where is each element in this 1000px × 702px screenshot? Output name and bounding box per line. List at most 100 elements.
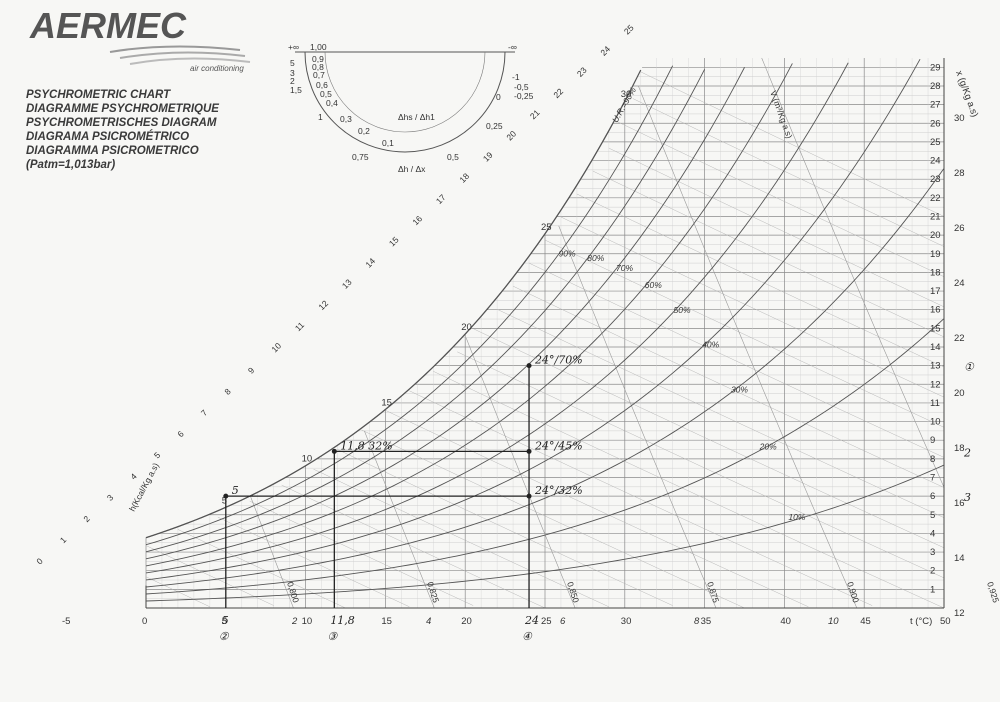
enthalpy-line: [313, 468, 609, 607]
protractor-right-025: 0,25: [486, 121, 503, 131]
title-fr: DIAGRAMME PSYCHROMETRIQUE: [26, 103, 219, 115]
volume-line: [638, 85, 858, 609]
x-tick-label: 10: [302, 616, 313, 627]
wet-bulb-label: 25: [541, 222, 552, 233]
annot-mark-right: 2: [963, 446, 971, 459]
x-tick-label: 40: [780, 616, 791, 627]
protractor-inner-0-4: 0,4: [326, 98, 338, 108]
rh-label: 80%: [587, 253, 604, 263]
annot-bottom-label: 11,8: [330, 614, 355, 627]
annot-point: [331, 448, 337, 454]
rh-label: 30%: [731, 385, 748, 395]
enthalpy-tick: 23: [575, 65, 589, 79]
protractor-inner-0-1: 0,1: [382, 138, 394, 148]
enthalpy-line: [409, 390, 873, 606]
enthalpy-tick: 10: [269, 340, 283, 354]
protractor-left-3: 3: [290, 68, 295, 78]
title-block: PSYCHROMETRIC CHART DIAGRAMME PSYCHROMET…: [26, 89, 219, 171]
rh-curve: [145, 69, 642, 539]
x-tick-label: 30: [621, 616, 632, 627]
bottom-extra-tick: 6: [560, 616, 566, 627]
protractor-right-top: -∞: [508, 42, 517, 52]
y-tick-label: 9: [930, 435, 935, 446]
wet-bulb-label: 10: [302, 454, 313, 465]
volume-label: 0,900: [845, 581, 861, 605]
x-tick-label: 20: [461, 616, 472, 627]
y-tick-label: 14: [930, 342, 941, 353]
protractor-left-2: 2: [290, 76, 295, 86]
volume-label: 0,875: [705, 581, 721, 605]
wet-bulb-label: 30: [621, 89, 632, 100]
x-tick-label: 0: [142, 616, 147, 627]
enthalpy-line: [497, 309, 945, 518]
protractor-right-neg025: -0,25: [514, 91, 534, 101]
bottom-extra-tick: 10: [828, 616, 839, 627]
y-tick-label: 25: [930, 137, 941, 148]
rh-label: 70%: [616, 263, 633, 273]
annot-bottom-label: 5: [222, 614, 229, 627]
protractor-right-neg05: -0,5: [514, 82, 529, 92]
far-right-tick: 22: [954, 333, 965, 344]
y-tick-label: 24: [930, 156, 941, 167]
annot-label: 11,8 32%: [340, 439, 392, 452]
rh-curve: [145, 69, 705, 553]
y-tick-label: 7: [930, 472, 935, 483]
title-it: DIAGRAMMA PSICROMETRICO: [26, 145, 199, 157]
enthalpy-tick: 21: [528, 107, 542, 121]
enthalpy-line: [217, 516, 410, 607]
wet-bulb-label: 20: [461, 322, 472, 333]
enthalpy-line: [512, 285, 945, 488]
x-tick-label: 25: [541, 616, 552, 627]
annot-label: 24°/32%: [534, 484, 583, 497]
enthalpy-line: [576, 193, 945, 368]
enthalpy-tick: 2: [81, 513, 92, 524]
enthalpy-line: [361, 429, 745, 609]
protractor-inner-0-6: 0,6: [316, 80, 328, 90]
rh-curve: [145, 318, 945, 595]
enthalpy-tick: 24: [598, 44, 612, 58]
volume-line: [761, 57, 945, 487]
protractor-inner-0: 0: [496, 92, 501, 102]
enthalpy-tick: 1: [58, 535, 69, 546]
protractor-inner-0-3: 0,3: [340, 114, 352, 124]
protractor: +∞ 1,00 -∞ Δhs / Δh1 Δh / Δx 5 3 2 1,5 1…: [288, 42, 534, 174]
enthalpy-line: [337, 449, 673, 606]
enthalpy-line: [632, 98, 945, 247]
annot-mark-bottom: ②: [219, 630, 230, 643]
enthalpy-line: [177, 529, 346, 609]
protractor-left-1-5: 1,5: [290, 85, 302, 95]
y-tick-label: 17: [930, 286, 941, 297]
enthalpy-tick: 16: [410, 213, 424, 227]
x-tick-label: 5: [222, 616, 227, 627]
protractor-inner-0-2: 0,2: [358, 126, 370, 136]
rh-label: 10%: [788, 512, 805, 522]
y-tick-label: 20: [930, 230, 941, 241]
title-pressure: (Patm=1,013bar): [26, 159, 115, 171]
enthalpy-line: [457, 351, 945, 579]
enthalpy-line: [640, 71, 945, 217]
far-right-tick: 20: [954, 388, 965, 399]
x-tick-label: 15: [381, 616, 392, 627]
enthalpy-tick: 19: [481, 150, 495, 164]
y-axis-label: x (g/Kg a.s): [953, 69, 980, 118]
enthalpy-axis-label: h(Kcal/Kg a.s): [127, 461, 161, 513]
volume-label: 0,850: [565, 581, 581, 605]
enthalpy-line: [592, 170, 945, 338]
annot-label: 24°/45%: [534, 439, 583, 452]
bottom-extra-tick: 2: [291, 616, 298, 627]
protractor-formula-1: Δhs / Δh1: [398, 112, 435, 122]
rh-label: 20%: [759, 442, 777, 452]
protractor-inner-0-9: 0,9: [312, 54, 324, 64]
enthalpy-line: [608, 147, 945, 308]
annot-point: [223, 493, 229, 499]
enthalpy-line: [145, 554, 210, 607]
title-de: PSYCHROMETRISCHES DIAGRAM: [26, 117, 217, 129]
annot-mark-bottom: ④: [522, 630, 533, 643]
rh-curve: [145, 464, 945, 602]
rh-label: 60%: [645, 280, 662, 290]
enthalpy-line: [473, 328, 945, 548]
enthalpy-tick: 14: [363, 256, 377, 270]
volume-line: [364, 430, 435, 609]
